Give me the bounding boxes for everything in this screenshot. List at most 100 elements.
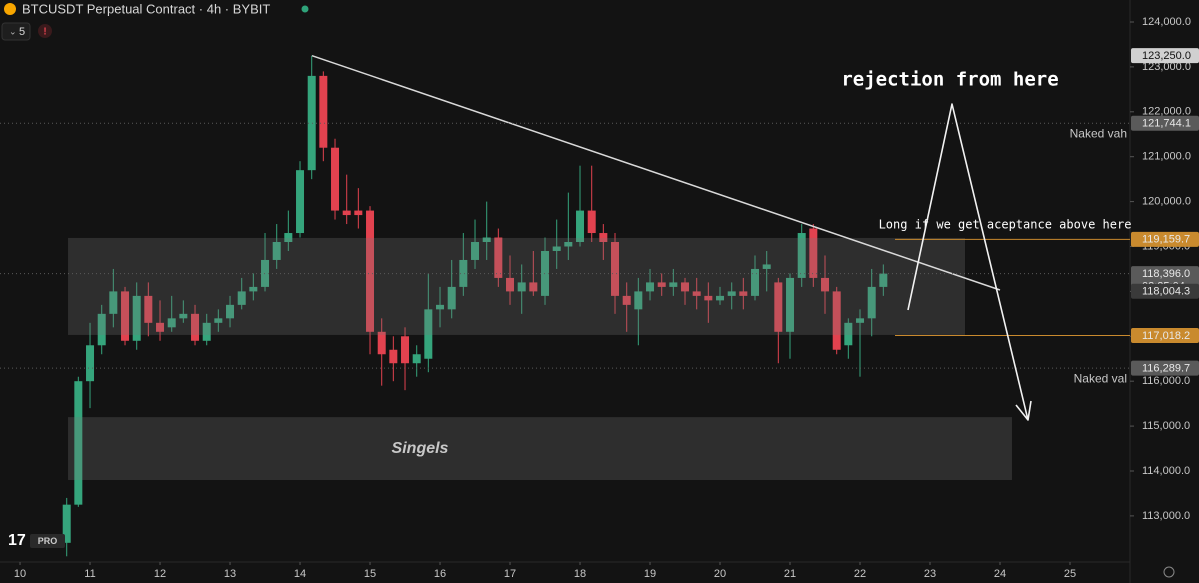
y-tick-label: 114,000.0 (1142, 465, 1190, 477)
zone (68, 417, 1012, 480)
candle-body (634, 291, 643, 310)
candle-body (774, 282, 783, 332)
y-tick-label: 121,000.0 (1142, 151, 1191, 163)
candle-body (762, 264, 771, 269)
interval-control[interactable] (1, 22, 31, 41)
candle-body (214, 318, 223, 323)
price-marker (1131, 327, 1199, 343)
x-tick-label: 14 (294, 568, 306, 580)
price-marker (1131, 48, 1199, 64)
candle-body (879, 273, 888, 287)
candle-body (506, 277, 515, 292)
candle-body (354, 210, 363, 216)
x-tick-label: 12 (154, 568, 166, 580)
candle-body (447, 286, 456, 310)
candle-body (249, 286, 258, 292)
interval-value: 5 (19, 26, 25, 38)
overlay-layer: Singels Naked vah Naked val rejection from … (0, 54, 1132, 480)
x-tick-label: 24 (994, 568, 1006, 580)
y-tick-label: 123,000.0 (1142, 61, 1191, 73)
candle-body (366, 210, 375, 332)
logo-mark: 17 (8, 532, 26, 549)
settings-icon[interactable] (1163, 566, 1175, 578)
candle-body (809, 228, 818, 278)
price-marker (1131, 283, 1199, 299)
price-marker-label: 119,159.7 (1142, 234, 1190, 246)
axis-layer: 113,000.0 114,000.0 115,000.0 116,000.0 117,… (14, 16, 1199, 580)
y-tick-label: 122,000.0 (1142, 106, 1191, 118)
candle-body (692, 291, 701, 296)
x-tick-label: 23 (924, 568, 936, 580)
price-marker-label: 123,250.0 (1142, 50, 1191, 62)
candle-body (62, 504, 71, 543)
candle-body (482, 237, 491, 243)
candle-body (867, 286, 876, 319)
candle-body (284, 233, 293, 243)
candle-body (471, 242, 480, 260)
x-tick-label: 20 (714, 568, 726, 580)
candle-body (272, 242, 281, 260)
symbol-icon (4, 3, 16, 15)
candle-body (739, 291, 748, 296)
candle-body (494, 237, 503, 278)
x-tick-label: 21 (784, 568, 796, 580)
candle-body (377, 331, 386, 355)
candle-body (459, 259, 468, 287)
x-tick-label: 22 (854, 568, 866, 580)
x-tick-label: 10 (14, 568, 26, 580)
annotation: Long if we get aceptance above here (879, 218, 1132, 232)
candle-body (389, 349, 398, 364)
price-marker (1131, 115, 1199, 131)
candle-body (576, 210, 585, 243)
x-tick-label: 16 (434, 568, 446, 580)
y-tick-label: 113,000.0 (1142, 510, 1190, 522)
candle-body (856, 318, 865, 323)
candle-body (657, 282, 666, 287)
candle-body (622, 295, 631, 305)
candle-body (552, 246, 561, 251)
alert-icon[interactable] (38, 24, 52, 38)
candle-body (191, 313, 200, 341)
candle-body (599, 233, 608, 243)
chevron: ⌄ (9, 26, 17, 36)
candle-body (226, 304, 235, 319)
symbol-title: BTCUSDT Perpetual Contract · 4h · BYBIT (22, 1, 270, 16)
level-name: Naked vah (1070, 126, 1127, 140)
candle-body (319, 75, 328, 148)
annotation: rejection from here (841, 69, 1058, 91)
y-tick-label: 116,000.0 (1142, 375, 1190, 387)
x-tick-label: 18 (574, 568, 586, 580)
candle-body (751, 268, 760, 296)
price-marker-label: 116,289.7 (1142, 363, 1190, 375)
drawn-arrow (907, 103, 1032, 421)
candle-body (797, 233, 806, 278)
candle-body (564, 242, 573, 247)
y-tick-label: 120,000.0 (1142, 196, 1191, 208)
price-marker-label: 117,018.2 (1142, 330, 1190, 342)
candle-body (529, 282, 538, 292)
candle-body (167, 318, 176, 328)
candle-body (202, 322, 211, 341)
candle-body (132, 295, 141, 341)
candle-body (716, 295, 725, 301)
candle-body (821, 277, 830, 292)
candle-body (86, 345, 95, 382)
candle-body (704, 295, 713, 301)
candle-body (611, 242, 620, 296)
candle-body (412, 354, 421, 364)
candle-body (424, 309, 433, 359)
candle-body (844, 322, 853, 346)
x-tick-label: 15 (364, 568, 376, 580)
x-tick-label: 11 (84, 568, 95, 580)
x-tick-label: 13 (224, 568, 236, 580)
trendline (311, 54, 1001, 291)
price-marker-label: 118,396.0 (1142, 268, 1190, 280)
candle-body (296, 170, 305, 234)
x-tick-label: 17 (504, 568, 516, 580)
candle-body (121, 291, 130, 341)
candle-body (669, 282, 678, 287)
candle-body (436, 304, 445, 310)
candle-body (401, 336, 410, 364)
